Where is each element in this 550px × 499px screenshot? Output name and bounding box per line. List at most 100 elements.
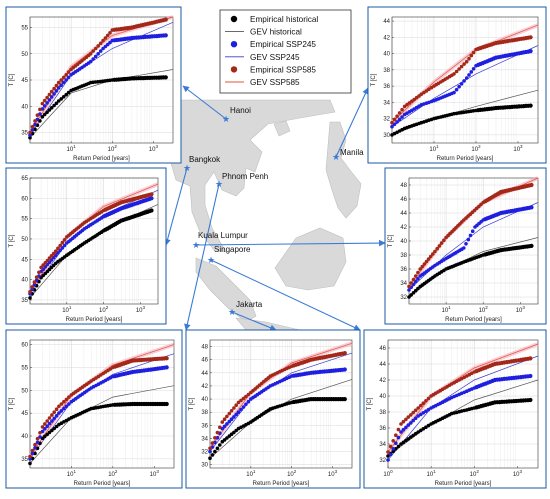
empirical-point xyxy=(390,120,394,125)
legend-label-empirical-ssp585: Empirical SSP585 xyxy=(250,65,316,74)
gev-line-ssp245 xyxy=(391,45,539,127)
y-tick-label: 48 xyxy=(201,345,208,351)
empirical-point xyxy=(467,56,471,61)
empirical-point xyxy=(50,419,54,423)
empirical-point xyxy=(388,444,393,449)
y-tick-label: 40 xyxy=(400,239,407,245)
y-tick-label: 44 xyxy=(383,19,390,25)
empirical-point xyxy=(454,87,459,92)
city-label-manila: Manila xyxy=(340,148,364,157)
empirical-point xyxy=(41,263,45,267)
empirical-point xyxy=(149,196,154,201)
empirical-point xyxy=(411,410,416,415)
empirical-point xyxy=(528,397,533,403)
x-tick-label: 102 xyxy=(287,469,297,478)
empirical-point xyxy=(52,416,56,421)
empirical-point xyxy=(38,435,42,439)
empirical-point xyxy=(464,242,468,246)
y-tick-label: 38 xyxy=(383,68,390,74)
empirical-point xyxy=(528,373,533,379)
empirical-point xyxy=(59,78,63,82)
series-ssp245 xyxy=(28,196,154,296)
x-axis-label: Return Period [years] xyxy=(445,317,502,323)
y-tick-label: 32 xyxy=(201,450,208,456)
empirical-point xyxy=(401,419,406,424)
empirical-point xyxy=(56,80,61,85)
empirical-point xyxy=(407,288,411,292)
empirical-point xyxy=(45,95,49,100)
empirical-point xyxy=(210,453,215,457)
series-ssp245 xyxy=(386,373,533,462)
empirical-point xyxy=(45,258,50,263)
panel-frame xyxy=(363,329,547,489)
mainland-land xyxy=(169,99,336,253)
empirical-point xyxy=(462,246,466,250)
empirical-point xyxy=(462,79,466,83)
empirical-point xyxy=(56,86,61,90)
empirical-point xyxy=(52,426,56,431)
axes-box xyxy=(387,339,539,469)
series-historical xyxy=(28,401,169,466)
axes-box xyxy=(29,339,175,469)
empirical-point xyxy=(394,441,398,446)
empirical-point xyxy=(39,265,43,270)
y-tick-label: 55 xyxy=(21,26,28,32)
empirical-point xyxy=(406,423,411,427)
x-tick-label: 103 xyxy=(136,305,146,314)
empirical-point xyxy=(420,264,425,269)
x-tick-label: 101 xyxy=(246,469,256,478)
empirical-point xyxy=(43,422,47,426)
empirical-point xyxy=(105,33,110,38)
gev-line-ssp245 xyxy=(387,355,539,461)
empirical-point xyxy=(50,413,54,417)
arrow-bangkok xyxy=(164,167,188,246)
panel-bangkok: 35 40 45 50 55 60 65 101 102 103 Return Period [ye… xyxy=(5,167,167,325)
empirical-point xyxy=(54,414,59,418)
city-marker-kuala-lumpur: ★ xyxy=(192,240,200,250)
x-tick-label: 103 xyxy=(150,469,160,478)
empirical-point xyxy=(399,430,403,434)
arrow-jakarta xyxy=(231,311,277,331)
empirical-point xyxy=(342,397,347,402)
empirical-point xyxy=(222,424,227,429)
y-tick-label: 40 xyxy=(201,397,208,403)
empirical-point xyxy=(404,425,408,430)
y-tick-label: 30 xyxy=(201,463,208,469)
axes-box xyxy=(29,177,159,305)
empirical-point xyxy=(30,285,34,289)
empirical-point xyxy=(439,241,444,245)
x-tick-label: 102 xyxy=(99,305,109,314)
empirical-point xyxy=(49,254,54,258)
empirical-point xyxy=(416,270,420,275)
empirical-point xyxy=(413,408,418,413)
empirical-point xyxy=(386,450,390,454)
empirical-point xyxy=(418,267,423,271)
empirical-point xyxy=(225,422,229,426)
empirical-point xyxy=(30,124,35,129)
x-tick-label: 101 xyxy=(427,469,437,478)
empirical-point xyxy=(464,76,469,80)
empirical-point xyxy=(47,98,52,102)
city-label-kuala-lumpur: Kuala Lumpur xyxy=(198,231,248,240)
x-tick-label: 101 xyxy=(67,469,77,478)
y-tick-label: 50 xyxy=(21,388,28,394)
empirical-point xyxy=(404,417,408,422)
empirical-point xyxy=(220,420,225,424)
empirical-point xyxy=(88,52,93,56)
empirical-point xyxy=(386,454,390,458)
series-ssp585 xyxy=(28,17,168,135)
arrow-phnom-penh xyxy=(184,183,220,331)
empirical-point xyxy=(64,92,68,97)
empirical-point xyxy=(390,124,394,129)
empirical-point xyxy=(66,75,71,80)
empirical-point xyxy=(91,49,95,53)
empirical-point xyxy=(93,46,98,51)
empirical-point xyxy=(62,238,67,242)
y-tick-label: 34 xyxy=(379,442,386,448)
y-tick-label: 34 xyxy=(400,281,407,287)
city-label-phnom-penh: Phnom Penh xyxy=(222,172,268,181)
empirical-point xyxy=(37,270,41,275)
empirical-point xyxy=(424,399,428,403)
y-tick-label: 45 xyxy=(21,78,28,84)
y-tick-label: 32 xyxy=(383,117,390,123)
